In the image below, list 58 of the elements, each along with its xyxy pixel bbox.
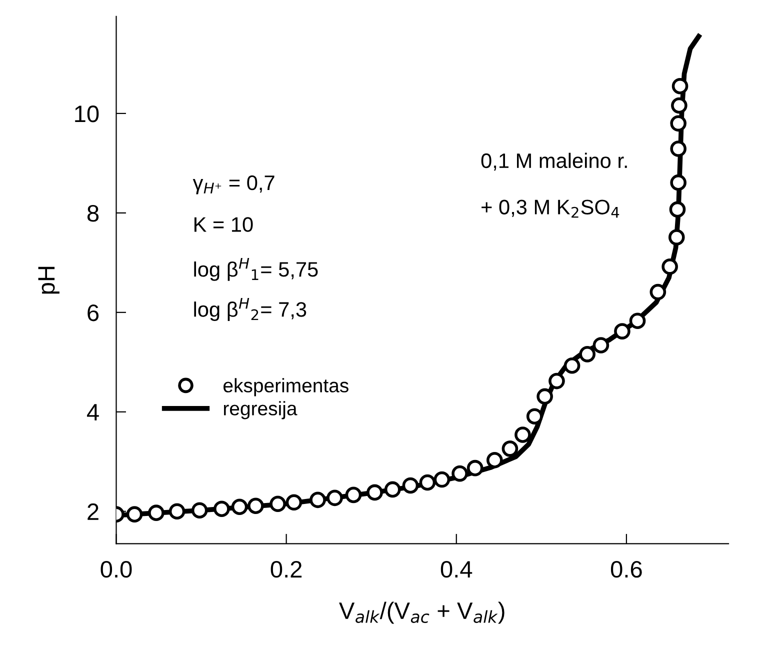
point — [526, 408, 543, 425]
y-axis-title: pH — [38, 266, 60, 294]
point — [662, 258, 678, 275]
point — [670, 115, 686, 132]
annotation: K = 10 — [194, 217, 253, 232]
y-tick-label: 6 — [88, 304, 99, 322]
y-tick-label: 4 — [86, 404, 99, 420]
point — [466, 460, 484, 476]
point — [671, 97, 688, 114]
point — [168, 503, 186, 520]
annotation: γ$_{H⁺}$ = 0,7 — [192, 175, 274, 194]
point — [326, 490, 343, 506]
point — [126, 506, 143, 522]
point — [402, 477, 419, 494]
point — [148, 504, 164, 521]
x-axis-title: V$_{alk}$/(V$_{ac}$ + V$_{alk}$) — [339, 602, 504, 624]
point — [629, 312, 646, 330]
legend-label: regresija — [224, 401, 298, 420]
point — [548, 372, 565, 390]
point — [668, 229, 685, 246]
point — [486, 452, 503, 468]
x-tick-label: 0.6 — [610, 560, 642, 578]
point — [670, 174, 686, 191]
y-tick-label: 2 — [88, 503, 98, 520]
x-tick-label: 0.4 — [440, 560, 472, 578]
annotation: 0,1 M maleino r. — [481, 152, 627, 171]
point — [650, 284, 666, 300]
point — [672, 78, 688, 94]
point — [310, 492, 326, 508]
point — [214, 500, 230, 518]
annotation: log β$^{H}$$_{1}$= 5,75 — [194, 258, 318, 281]
point — [536, 388, 553, 405]
point — [614, 323, 630, 340]
point — [286, 494, 302, 511]
point — [514, 426, 531, 443]
point — [248, 498, 264, 514]
point — [669, 201, 686, 218]
point — [579, 346, 596, 362]
point — [670, 140, 686, 157]
point — [592, 337, 610, 354]
point — [191, 502, 208, 519]
y-tick-label: 8 — [87, 205, 99, 222]
annotation: log β$^{H}$$_{2}$= 7,3 — [194, 298, 306, 321]
annotation: + 0,3 M K$_{2}$SO$_{4}$ — [482, 200, 620, 218]
point — [564, 357, 580, 374]
point — [345, 486, 362, 504]
legend-label: eksperimentas — [224, 378, 348, 396]
point — [452, 465, 468, 482]
point — [419, 474, 436, 491]
x-tick-label: 0.2 — [270, 560, 302, 578]
point — [231, 498, 248, 516]
point — [434, 471, 450, 488]
point — [270, 496, 286, 512]
point — [366, 484, 383, 501]
y-tick-label: 10 — [75, 106, 99, 122]
point — [384, 481, 401, 498]
x-tick-label: 0.0 — [100, 560, 132, 578]
point — [502, 440, 518, 457]
